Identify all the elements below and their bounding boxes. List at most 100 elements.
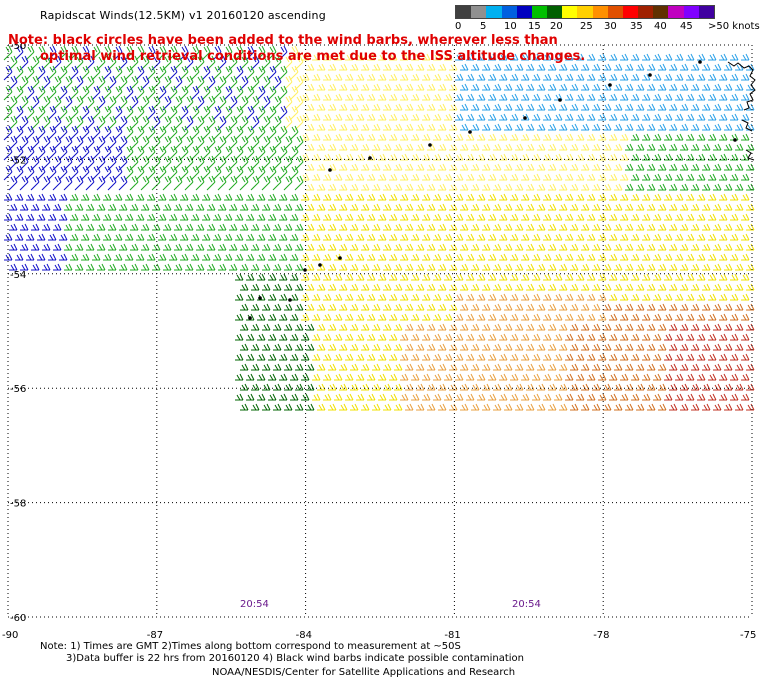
wind-barb bbox=[702, 383, 711, 391]
wind-barb bbox=[603, 303, 612, 311]
wind-barb bbox=[515, 143, 524, 151]
wind-barb bbox=[367, 293, 376, 301]
wind-barb bbox=[240, 203, 249, 211]
wind-barb bbox=[345, 233, 354, 241]
wind-barb bbox=[389, 113, 398, 121]
wind-barb bbox=[48, 233, 57, 241]
wind-barb bbox=[488, 393, 497, 401]
wind-barb bbox=[587, 153, 596, 161]
wind-barb bbox=[713, 123, 722, 131]
wind-barb bbox=[411, 313, 420, 321]
wind-barb bbox=[136, 213, 145, 221]
wind-barb bbox=[405, 263, 414, 271]
legend-swatch bbox=[501, 6, 517, 18]
wind-barb bbox=[323, 313, 332, 321]
wind-barb bbox=[713, 183, 722, 191]
wind-barb bbox=[334, 293, 343, 301]
wind-barb bbox=[119, 263, 128, 271]
wind-barb bbox=[724, 63, 733, 71]
wind-barb bbox=[510, 293, 519, 301]
wind-barb bbox=[592, 123, 601, 131]
wind-barb bbox=[598, 53, 607, 61]
wind-barb bbox=[174, 203, 183, 211]
wind-barb bbox=[14, 105, 24, 121]
wind-barb bbox=[625, 183, 634, 191]
wind-barb bbox=[587, 233, 596, 241]
wind-barb bbox=[653, 53, 662, 61]
wind-barb bbox=[256, 165, 266, 181]
wind-barb bbox=[598, 313, 607, 321]
contamination-marker bbox=[368, 156, 372, 160]
wind-barb bbox=[290, 233, 299, 241]
wind-barb bbox=[515, 403, 524, 411]
wind-barb bbox=[647, 183, 656, 191]
wind-barb bbox=[323, 333, 332, 341]
wind-barb bbox=[592, 183, 601, 191]
wind-barb bbox=[499, 333, 508, 341]
wind-barb bbox=[306, 403, 315, 411]
wind-barb bbox=[180, 193, 189, 201]
wind-barb bbox=[334, 193, 343, 201]
wind-barb bbox=[213, 213, 222, 221]
wind-barb bbox=[543, 353, 552, 361]
wind-barb bbox=[394, 103, 403, 111]
wind-barb bbox=[268, 313, 277, 321]
wind-barb bbox=[26, 193, 35, 201]
wind-barb bbox=[686, 213, 695, 221]
wind-barb bbox=[356, 353, 365, 361]
wind-barb bbox=[356, 173, 365, 181]
wind-barb bbox=[521, 53, 530, 61]
wind-barb bbox=[240, 383, 249, 391]
wind-barb bbox=[686, 153, 695, 161]
wind-barb bbox=[449, 263, 458, 271]
wind-barb bbox=[587, 313, 596, 321]
wind-barb bbox=[427, 83, 436, 91]
wind-barb bbox=[295, 323, 304, 331]
wind-barb bbox=[746, 363, 755, 371]
wind-barb bbox=[554, 213, 563, 221]
wind-barb bbox=[422, 293, 431, 301]
wind-barb bbox=[444, 393, 453, 401]
wind-barb bbox=[279, 213, 288, 221]
wind-barb bbox=[488, 133, 497, 141]
wind-barb bbox=[367, 113, 376, 121]
wind-barb bbox=[587, 373, 596, 381]
wind-barb bbox=[719, 313, 728, 321]
wind-barb bbox=[449, 383, 458, 391]
wind-barb bbox=[246, 193, 255, 201]
wind-barb bbox=[422, 153, 431, 161]
wind-barb bbox=[488, 313, 497, 321]
wind-barb bbox=[592, 363, 601, 371]
wind-barb bbox=[691, 403, 700, 411]
wind-barb bbox=[741, 213, 750, 221]
wind-barb bbox=[636, 163, 645, 171]
wind-barb bbox=[306, 263, 315, 271]
wind-barb bbox=[702, 243, 711, 251]
wind-barb bbox=[80, 45, 90, 61]
wind-barb bbox=[466, 353, 475, 361]
wind-barb bbox=[312, 113, 321, 121]
wind-barb bbox=[614, 263, 623, 271]
wind-barb bbox=[598, 233, 607, 241]
wind-barb bbox=[130, 243, 139, 251]
wind-barb bbox=[301, 393, 310, 401]
wind-barb bbox=[411, 373, 420, 381]
wind-barb bbox=[691, 303, 700, 311]
wind-barb bbox=[636, 323, 645, 331]
wind-barb bbox=[493, 263, 502, 271]
wind-barb bbox=[631, 153, 640, 161]
wind-barb bbox=[658, 263, 667, 271]
wind-barb bbox=[389, 233, 398, 241]
wind-barb bbox=[289, 65, 299, 81]
wind-barb bbox=[361, 83, 370, 91]
wind-barb bbox=[246, 293, 255, 301]
wind-barb bbox=[510, 253, 519, 261]
wind-barb bbox=[543, 153, 552, 161]
wind-barb bbox=[554, 293, 563, 301]
wind-barb bbox=[521, 73, 530, 81]
wind-barb bbox=[37, 233, 46, 241]
wind-barb bbox=[284, 243, 293, 251]
wind-barb bbox=[245, 145, 255, 161]
wind-barb bbox=[141, 223, 150, 231]
wind-barb bbox=[697, 253, 706, 261]
